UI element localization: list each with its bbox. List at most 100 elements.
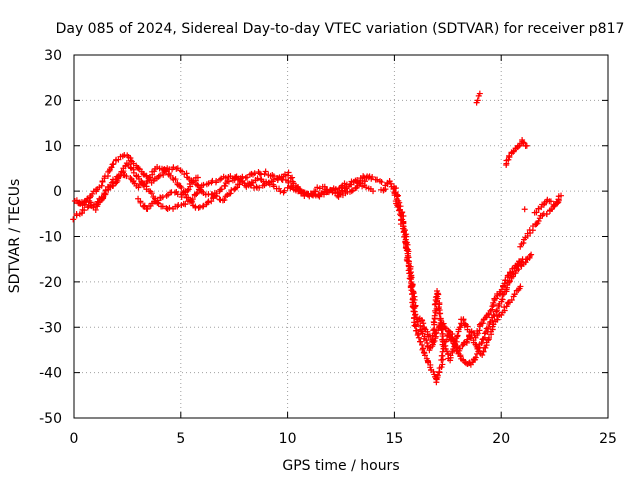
data-point (251, 170, 258, 177)
x-tick-label: 10 (279, 431, 297, 447)
data-point (438, 364, 445, 371)
data-point (438, 327, 445, 334)
data-point (118, 168, 125, 175)
data-point (547, 198, 554, 205)
data-point (400, 223, 407, 230)
data-point (227, 190, 234, 197)
data-point (193, 191, 200, 198)
data-point (439, 348, 446, 355)
data-point (303, 190, 310, 197)
data-point (473, 99, 480, 106)
data-point (523, 142, 530, 149)
data-point (508, 297, 515, 304)
data-point (436, 310, 443, 317)
data-point (127, 157, 134, 164)
data-point (558, 192, 565, 199)
data-point (254, 175, 261, 182)
data-point (248, 179, 255, 186)
data-point (514, 262, 521, 269)
y-tick-label: -50 (39, 411, 62, 427)
data-point (415, 334, 422, 341)
data-point (394, 192, 401, 199)
data-point (200, 181, 207, 188)
data-point (517, 283, 524, 290)
data-point (417, 338, 424, 345)
data-point (285, 179, 292, 186)
data-point (363, 184, 370, 191)
data-point (501, 280, 508, 287)
data-point (281, 187, 288, 194)
data-point (460, 317, 467, 324)
data-point (159, 203, 166, 210)
y-tick-label: -30 (39, 320, 62, 336)
x-tick-label: 20 (492, 431, 510, 447)
data-point (216, 196, 223, 203)
data-point (410, 299, 417, 306)
data-point (495, 313, 502, 320)
data-point (414, 332, 421, 339)
data-point (430, 327, 437, 334)
data-point (159, 194, 166, 201)
data-point (409, 282, 416, 289)
y-tick-label: 10 (44, 139, 62, 155)
data-point (488, 306, 495, 313)
data-point (414, 318, 421, 325)
data-point (430, 318, 437, 325)
data-point (480, 348, 487, 355)
x-tick-label: 0 (70, 431, 79, 447)
data-point (108, 164, 115, 171)
data-point (454, 332, 461, 339)
data-point (472, 354, 479, 361)
data-point (413, 327, 420, 334)
data-point (398, 209, 405, 216)
data-point (239, 179, 246, 186)
data-point (270, 176, 277, 183)
data-point (394, 193, 401, 200)
data-point (427, 364, 434, 371)
data-point (195, 182, 202, 189)
data-point (482, 344, 489, 351)
data-point (467, 333, 474, 340)
data-point (156, 172, 163, 179)
data-point (511, 291, 518, 298)
data-point (486, 334, 493, 341)
data-point (195, 204, 202, 211)
data-point (476, 321, 483, 328)
data-point (533, 221, 540, 228)
data-point (521, 206, 528, 213)
data-point (475, 345, 482, 352)
data-point (108, 179, 115, 186)
data-point (421, 352, 428, 359)
data-point (498, 311, 505, 318)
data-point (387, 180, 394, 187)
data-point (144, 178, 151, 185)
data-point (386, 178, 393, 185)
data-point (183, 170, 190, 177)
data-point (225, 178, 232, 185)
y-tick-label: 30 (44, 48, 62, 64)
data-point (506, 278, 513, 285)
data-point (125, 161, 132, 168)
data-point (275, 175, 282, 182)
data-point (378, 179, 385, 186)
data-point (479, 352, 486, 359)
data-point (221, 197, 228, 204)
data-point (533, 209, 540, 216)
data-point (461, 322, 468, 329)
data-point (137, 199, 144, 206)
data-point (493, 308, 500, 315)
data-point (434, 295, 441, 302)
data-point (519, 256, 526, 263)
data-point (148, 190, 155, 197)
data-point (172, 176, 179, 183)
data-point (194, 174, 201, 181)
y-tick-label: 20 (44, 93, 62, 109)
data-point (498, 286, 505, 293)
data-point (98, 182, 105, 189)
data-point (440, 320, 447, 327)
data-point (70, 216, 77, 223)
data-point (281, 171, 288, 178)
data-point (338, 183, 345, 190)
data-point (135, 184, 142, 191)
data-point (503, 303, 510, 310)
